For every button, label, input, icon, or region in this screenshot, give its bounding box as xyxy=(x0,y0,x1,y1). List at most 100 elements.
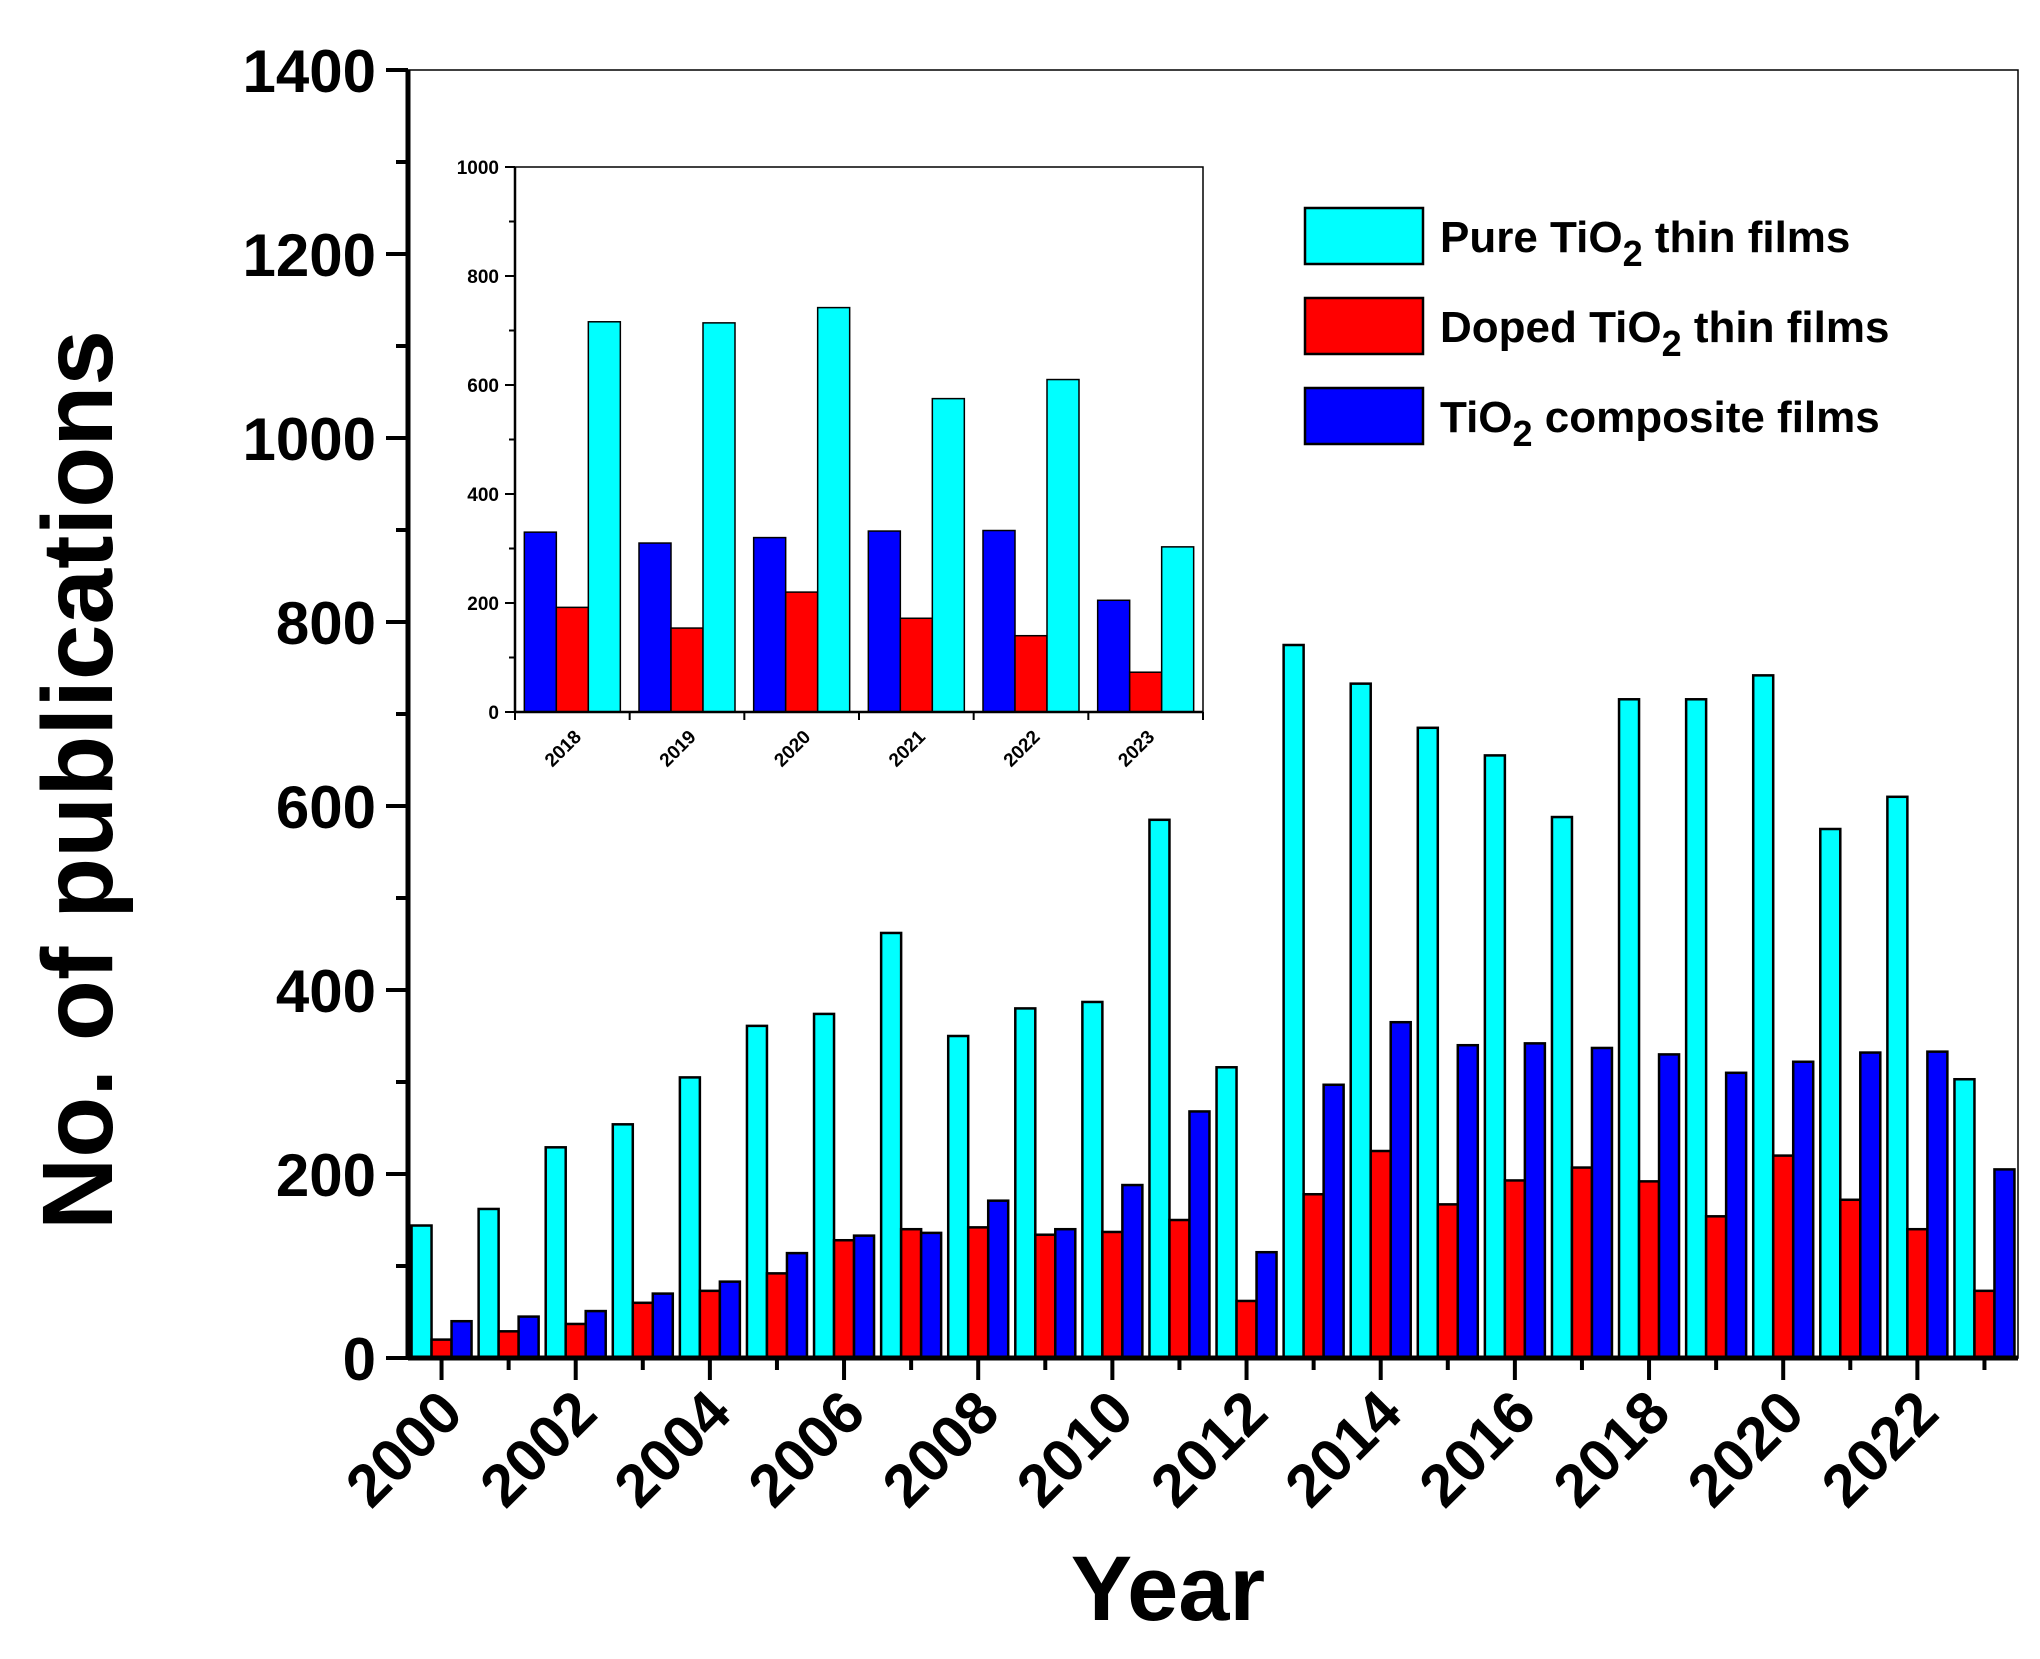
inset-bar-pure-tio2-thin-films-2021 xyxy=(931,397,966,713)
bar-doped-tio2-thin-films-2022 xyxy=(1906,1227,1929,1360)
bar-pure-tio2-thin-films-2009 xyxy=(1014,1007,1037,1360)
inset-bar-tio2-composite-films-2022 xyxy=(982,529,1016,713)
y-tick-label: 400 xyxy=(276,958,376,1025)
bar-tio2-composite-films-2020 xyxy=(1791,1060,1815,1360)
legend-swatch-1 xyxy=(1303,206,1425,266)
bar-doped-tio2-thin-films-2003 xyxy=(631,1301,655,1360)
bar-doped-tio2-thin-films-2009 xyxy=(1034,1233,1057,1360)
bar-tio2-composite-films-2011 xyxy=(1188,1110,1211,1360)
bar-tio2-composite-films-2009 xyxy=(1054,1227,1077,1360)
bar-pure-tio2-thin-films-2000 xyxy=(410,1224,433,1360)
x-axis-title: Year xyxy=(1071,1538,1265,1640)
bar-tio2-composite-films-2003 xyxy=(651,1292,675,1360)
y-tick-label: 1400 xyxy=(243,38,376,105)
bar-doped-tio2-thin-films-2010 xyxy=(1101,1230,1124,1360)
x-tick-label: 2018 xyxy=(1540,1378,1682,1520)
y-tick-label: 0 xyxy=(343,1326,376,1393)
inset-y-tick-label: 0 xyxy=(488,703,499,724)
inset-bar-tio2-composite-films-2020 xyxy=(752,536,787,713)
bar-doped-tio2-thin-films-2013 xyxy=(1302,1192,1325,1360)
inset-bar-pure-tio2-thin-films-2022 xyxy=(1046,378,1080,713)
y-tick-label: 200 xyxy=(276,1142,376,1209)
bar-doped-tio2-thin-films-2008 xyxy=(966,1226,990,1360)
x-tick-label: 2002 xyxy=(467,1378,609,1520)
bar-pure-tio2-thin-films-2003 xyxy=(611,1123,635,1360)
inset-y-tick-label: 400 xyxy=(467,485,499,506)
bar-pure-tio2-thin-films-2005 xyxy=(745,1024,769,1360)
inset-x-tick-label: 2019 xyxy=(656,727,701,772)
inset-x-tick-label: 2020 xyxy=(770,727,815,772)
bar-doped-tio2-thin-films-2007 xyxy=(899,1227,923,1360)
inset-bar-pure-tio2-thin-films-2020 xyxy=(816,306,851,713)
bar-tio2-composite-films-2006 xyxy=(852,1234,876,1360)
inset-bar-tio2-composite-films-2023 xyxy=(1096,599,1131,713)
bar-tio2-composite-films-2021 xyxy=(1859,1051,1882,1360)
inset-bar-tio2-composite-films-2021 xyxy=(867,530,902,713)
bar-pure-tio2-thin-films-2001 xyxy=(477,1207,500,1360)
y-tick-label: 1000 xyxy=(243,406,376,473)
bar-doped-tio2-thin-films-2019 xyxy=(1704,1215,1728,1360)
x-tick-label: 2012 xyxy=(1138,1378,1280,1520)
bar-tio2-composite-films-2005 xyxy=(785,1251,809,1360)
bar-doped-tio2-thin-films-2001 xyxy=(497,1330,520,1360)
y-tick-label: 1200 xyxy=(243,222,376,289)
bar-pure-tio2-thin-films-2019 xyxy=(1684,698,1708,1360)
bar-doped-tio2-thin-films-2004 xyxy=(698,1289,722,1360)
bar-pure-tio2-thin-films-2010 xyxy=(1081,1000,1104,1360)
x-tick-label: 2008 xyxy=(870,1378,1012,1520)
inset-chart: 0 200 400 600 800 1000 2018 2019 2020 2021 2022 202… xyxy=(457,158,1204,772)
bar-doped-tio2-thin-films-2002 xyxy=(564,1322,587,1360)
bar-doped-tio2-thin-films-2023 xyxy=(1973,1289,1996,1360)
bar-pure-tio2-thin-films-2015 xyxy=(1416,726,1440,1360)
x-tick-label: 2020 xyxy=(1675,1378,1817,1520)
bar-tio2-composite-films-2002 xyxy=(584,1309,607,1360)
bar-tio2-composite-films-2010 xyxy=(1121,1183,1144,1360)
bar-doped-tio2-thin-films-2018 xyxy=(1637,1180,1661,1360)
main-bars xyxy=(410,643,2016,1360)
bar-pure-tio2-thin-films-2012 xyxy=(1215,1066,1238,1360)
x-tick-label: 2010 xyxy=(1004,1378,1146,1520)
x-tick-label: 2006 xyxy=(735,1378,877,1520)
y-axis-title: No. of publications xyxy=(22,330,134,1230)
bar-pure-tio2-thin-films-2016 xyxy=(1483,754,1507,1360)
bar-tio2-composite-films-2000 xyxy=(450,1319,473,1360)
bar-pure-tio2-thin-films-2011 xyxy=(1148,818,1171,1360)
inset-y-tick-label: 800 xyxy=(467,267,499,288)
bar-doped-tio2-thin-films-2016 xyxy=(1503,1179,1527,1360)
bar-pure-tio2-thin-films-2021 xyxy=(1819,827,1842,1360)
inset-x-tick-label: 2023 xyxy=(1114,727,1159,772)
bar-pure-tio2-thin-films-2007 xyxy=(879,931,903,1360)
bar-doped-tio2-thin-films-2015 xyxy=(1436,1203,1460,1360)
y-tick-label: 600 xyxy=(276,774,376,841)
bar-tio2-composite-films-2019 xyxy=(1724,1071,1748,1360)
inset-x-tick-label: 2018 xyxy=(541,727,586,772)
bar-doped-tio2-thin-films-2011 xyxy=(1168,1218,1191,1360)
bar-doped-tio2-thin-films-2000 xyxy=(430,1338,453,1360)
x-tick-label: 2000 xyxy=(333,1378,475,1520)
bar-tio2-composite-films-2017 xyxy=(1590,1046,1614,1360)
inset-bar-pure-tio2-thin-films-2019 xyxy=(702,322,736,713)
legend-label-3: TiO2 composite films xyxy=(1440,393,1880,454)
bar-doped-tio2-thin-films-2021 xyxy=(1839,1198,1862,1360)
inset-bar-doped-tio2-thin-films-2021 xyxy=(899,617,934,713)
inset-bar-doped-tio2-thin-films-2023 xyxy=(1128,671,1163,713)
bar-pure-tio2-thin-films-2004 xyxy=(678,1076,702,1360)
inset-x-tick-label: 2022 xyxy=(1000,727,1045,772)
legend-swatch-3 xyxy=(1303,386,1425,446)
bar-doped-tio2-thin-films-2005 xyxy=(765,1272,789,1360)
bar-doped-tio2-thin-films-2020 xyxy=(1771,1154,1795,1360)
bar-doped-tio2-thin-films-2006 xyxy=(832,1238,856,1360)
bar-tio2-composite-films-2004 xyxy=(718,1280,742,1360)
bar-tio2-composite-films-2022 xyxy=(1926,1050,1949,1360)
inset-y-tick-label: 600 xyxy=(467,376,499,397)
x-tick-label: 2014 xyxy=(1272,1377,1414,1519)
bar-tio2-composite-films-2018 xyxy=(1657,1053,1681,1360)
bar-pure-tio2-thin-films-2020 xyxy=(1751,674,1775,1360)
bar-pure-tio2-thin-films-2013 xyxy=(1282,643,1305,1360)
inset-bar-doped-tio2-thin-films-2018 xyxy=(555,606,590,713)
y-tick-label: 800 xyxy=(276,590,376,657)
inset-bar-tio2-composite-films-2019 xyxy=(638,542,672,713)
inset-bar-doped-tio2-thin-films-2019 xyxy=(670,627,704,713)
inset-bar-pure-tio2-thin-films-2023 xyxy=(1160,546,1195,713)
